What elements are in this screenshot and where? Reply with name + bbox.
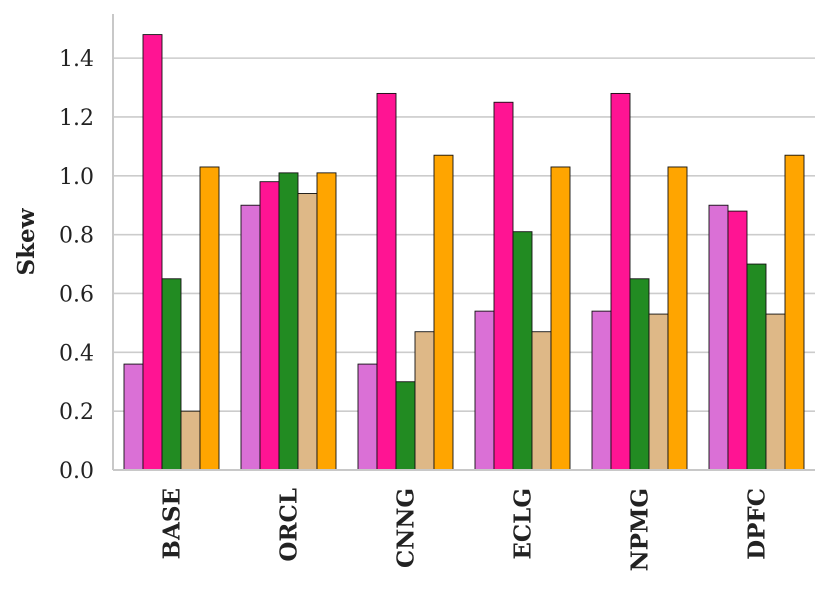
x-category-label-base: BASE <box>159 488 186 559</box>
x-category-label-dpfc: DPFC <box>744 488 771 560</box>
bar-base-series-4 <box>180 410 201 471</box>
bar-orcl-series-3 <box>278 172 299 471</box>
y-tick-label-2: 0.4 <box>59 341 94 366</box>
x-category-labels: BASE ORCL CNNG ECLG NPMG DPFC <box>159 488 771 571</box>
bars <box>123 34 805 471</box>
y-tick-label-6: 1.2 <box>59 106 94 131</box>
x-category-label-npmg: NPMG <box>627 488 654 571</box>
bar-npmg-series-4 <box>648 313 669 471</box>
bar-base-series-3 <box>161 278 182 471</box>
bar-base-series-5 <box>199 166 220 471</box>
bar-orcl-series-4 <box>297 193 318 471</box>
bar-dpfc-series-3 <box>746 263 767 471</box>
bar-cnng-series-2 <box>376 92 397 471</box>
bar-orcl-series-1 <box>240 204 261 471</box>
bar-cnng-series-4 <box>414 331 435 471</box>
bar-dpfc-series-1 <box>708 204 729 471</box>
y-tick-labels: 0.0 0.2 0.4 0.6 0.8 1.0 1.2 1.4 <box>59 47 94 484</box>
bar-eclg-series-3 <box>512 231 533 471</box>
grid-lines <box>113 57 815 412</box>
bar-npmg-series-1 <box>591 310 612 471</box>
x-category-label-eclg: ECLG <box>510 488 537 560</box>
bar-cnng-series-1 <box>357 363 378 471</box>
bar-eclg-series-1 <box>474 310 495 471</box>
bar-eclg-series-4 <box>531 331 552 471</box>
bar-orcl-series-2 <box>259 181 280 471</box>
bar-cnng-series-5 <box>433 154 454 471</box>
bar-orcl-series-5 <box>316 172 337 471</box>
bar-dpfc-series-2 <box>727 210 748 471</box>
x-category-label-cnng: CNNG <box>393 488 420 568</box>
y-axis-title: Skew <box>13 207 40 275</box>
bar-cnng-series-3 <box>395 381 416 471</box>
bar-base-series-2 <box>142 34 163 471</box>
axes <box>112 14 815 471</box>
bar-dpfc-series-4 <box>765 313 786 471</box>
bar-eclg-series-2 <box>493 101 514 471</box>
x-category-label-orcl: ORCL <box>276 488 303 562</box>
y-tick-label-7: 1.4 <box>59 47 94 72</box>
bar-npmg-series-2 <box>610 92 631 471</box>
y-tick-label-3: 0.6 <box>59 282 94 307</box>
y-tick-label-1: 0.2 <box>59 400 94 425</box>
y-tick-label-4: 0.8 <box>59 224 94 249</box>
bar-eclg-series-5 <box>550 166 571 471</box>
y-tick-label-0: 0.0 <box>59 459 94 484</box>
bar-npmg-series-5 <box>667 166 688 471</box>
bar-dpfc-series-5 <box>784 154 805 471</box>
bar-base-series-1 <box>123 363 144 471</box>
y-tick-label-5: 1.0 <box>59 165 94 190</box>
bar-npmg-series-3 <box>629 278 650 471</box>
